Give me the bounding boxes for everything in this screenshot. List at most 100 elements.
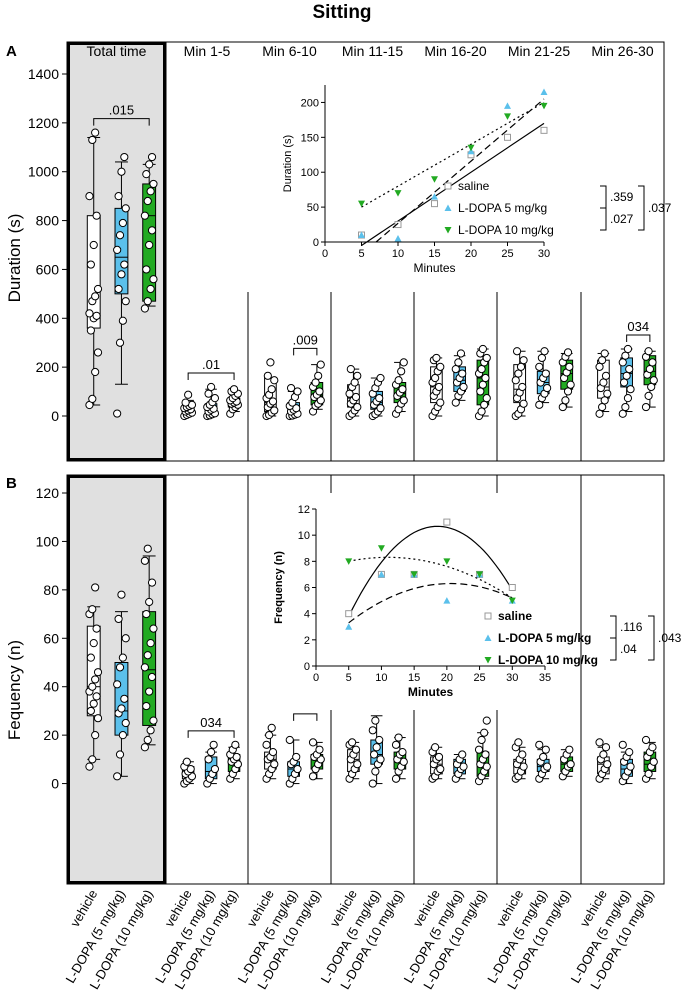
box-vehicle — [345, 365, 362, 421]
data-point — [519, 356, 528, 365]
data-point — [451, 365, 460, 374]
data-point — [182, 757, 191, 766]
data-point — [625, 365, 634, 374]
data-point — [372, 743, 381, 752]
y-tick-label: 400 — [36, 310, 60, 326]
data-point — [391, 740, 401, 749]
inset-x-tick-label: 0 — [322, 248, 328, 260]
segment-min-2: .038 — [247, 475, 325, 884]
data-point — [149, 179, 158, 189]
data-point — [541, 369, 550, 378]
data-point — [353, 402, 362, 412]
data-point — [146, 726, 155, 735]
box-ldopa-10 — [226, 740, 242, 783]
inset-x-tick-label: 5 — [346, 672, 352, 684]
data-point — [621, 351, 630, 360]
y-tick-label: 1400 — [28, 66, 59, 82]
data-point — [146, 284, 155, 294]
box-ldopa-10 — [308, 738, 325, 781]
inset-y-label: Frequency (n) — [273, 551, 285, 624]
box-ldopa-10 — [226, 385, 242, 418]
segment-header: Min 6-10 — [262, 43, 317, 59]
legend-marker — [444, 204, 452, 211]
segment-header: Min 21-25 — [508, 43, 570, 59]
y-tick-label: 200 — [36, 359, 60, 375]
data-point — [265, 731, 274, 740]
data-point — [346, 365, 355, 374]
data-point — [308, 772, 318, 781]
data-point — [368, 726, 377, 735]
data-point — [140, 663, 149, 672]
segment-min-5: Min 21-25 — [496, 43, 575, 461]
segment-min-6: Min 26-30 034 — [580, 43, 658, 461]
data-point — [621, 402, 630, 412]
segment-header: Min 26-30 — [591, 43, 653, 59]
data-point — [93, 714, 103, 723]
data-point — [481, 373, 490, 383]
data-point — [476, 387, 485, 396]
data-point — [345, 389, 354, 398]
data-point — [535, 362, 544, 371]
data-point — [458, 750, 467, 759]
inset-point — [443, 597, 451, 604]
data-point — [93, 668, 103, 677]
data-point — [147, 152, 157, 162]
box-ldopa-5 — [113, 152, 130, 418]
inset-point — [394, 221, 402, 229]
segment-header: Min 16-20 — [424, 43, 486, 59]
data-point — [267, 385, 276, 394]
y-axis-label: Fequency (n) — [5, 640, 24, 740]
box-vehicle — [511, 347, 528, 421]
inset-point — [431, 193, 438, 200]
data-point — [146, 639, 155, 648]
significance-label: .009 — [293, 332, 318, 347]
inset-point — [467, 144, 475, 152]
inset-fit-line — [361, 101, 545, 208]
data-point — [482, 394, 491, 403]
data-point — [142, 609, 151, 619]
data-point — [210, 764, 220, 774]
data-point — [140, 743, 149, 752]
stat-p-value: .04 — [620, 642, 637, 656]
segment-min-1: 034 — [165, 475, 242, 884]
data-point — [645, 365, 654, 374]
legend-marker — [484, 634, 492, 641]
data-point — [598, 402, 607, 412]
box-ldopa-5 — [285, 383, 302, 421]
data-point — [88, 135, 97, 145]
box-vehicle — [85, 583, 103, 771]
inset-x-tick-label: 25 — [473, 672, 485, 684]
inset-point — [410, 571, 418, 578]
data-point — [641, 402, 651, 412]
inset-x-tick-label: 15 — [428, 248, 440, 260]
data-point — [85, 192, 94, 201]
significance-bracket — [93, 118, 150, 126]
data-point — [142, 170, 151, 179]
data-point — [142, 265, 151, 274]
stat-bracket — [648, 615, 655, 661]
y-tick-label: 800 — [36, 213, 60, 229]
data-point — [603, 760, 612, 769]
box-vehicle — [595, 349, 612, 418]
total-time-frame — [67, 475, 166, 884]
data-point — [270, 376, 279, 385]
data-point — [89, 699, 98, 708]
y-tick-label: 80 — [43, 582, 59, 598]
data-point — [595, 738, 604, 747]
data-point — [543, 383, 552, 393]
data-point — [434, 382, 444, 392]
box-ldopa-5 — [285, 735, 302, 788]
inset-x-tick-label: 35 — [539, 672, 551, 684]
data-point — [353, 760, 362, 769]
data-point — [270, 760, 279, 769]
data-point — [375, 394, 384, 403]
data-point — [143, 297, 152, 306]
data-point — [368, 779, 377, 788]
data-point — [478, 380, 487, 389]
legend-marker — [444, 227, 452, 234]
inset-point — [377, 545, 385, 552]
box-vehicle — [595, 738, 612, 783]
data-point — [649, 376, 658, 385]
data-point — [482, 353, 491, 363]
